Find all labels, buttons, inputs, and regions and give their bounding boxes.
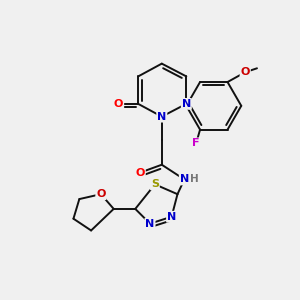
Text: O: O bbox=[136, 168, 145, 178]
Text: N: N bbox=[180, 174, 189, 184]
Text: O: O bbox=[114, 99, 123, 109]
Text: H: H bbox=[190, 174, 199, 184]
Text: S: S bbox=[151, 179, 159, 189]
Text: N: N bbox=[167, 212, 176, 222]
Text: N: N bbox=[182, 99, 191, 109]
Text: F: F bbox=[192, 138, 200, 148]
Text: N: N bbox=[157, 112, 167, 122]
Text: O: O bbox=[241, 67, 250, 77]
Text: O: O bbox=[96, 189, 106, 199]
Text: N: N bbox=[146, 219, 154, 229]
